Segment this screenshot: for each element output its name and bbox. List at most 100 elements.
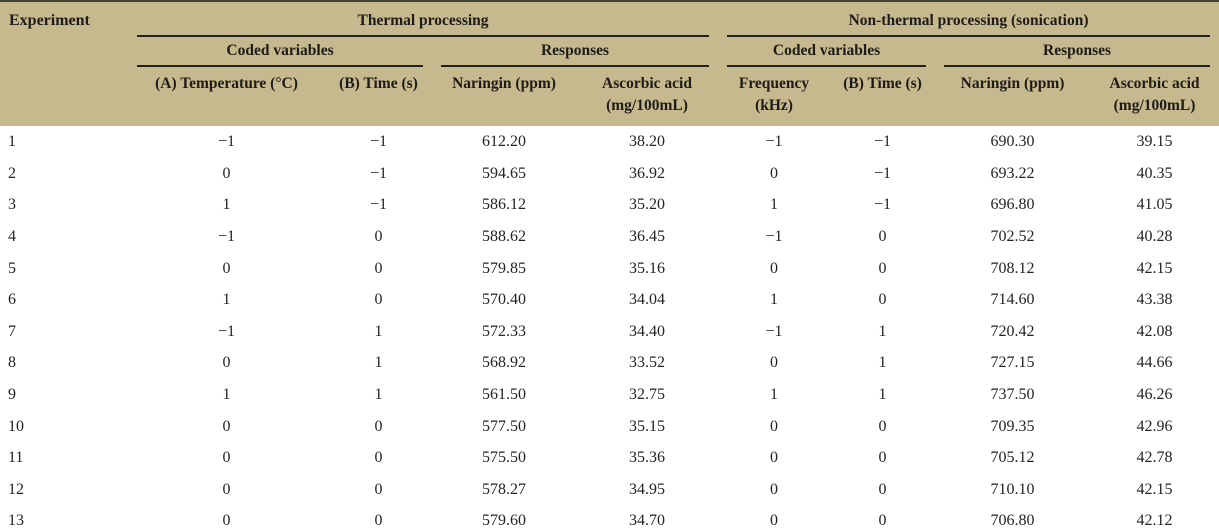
experiment-number-cell: 2 bbox=[8, 164, 16, 182]
column-header-sonication-frequency: Frequency (kHz) bbox=[718, 67, 830, 126]
sonication-ascorbic-cell: 43.38 bbox=[1136, 291, 1173, 309]
sonication-frequency-coded-cell: 0 bbox=[770, 164, 779, 182]
sonication-frequency-coded-cell: 0 bbox=[770, 449, 779, 467]
sonication-naringin-cell: 737.50 bbox=[990, 385, 1035, 403]
sonication-ascorbic-cell: 44.66 bbox=[1136, 354, 1173, 372]
experiment-number-cell: 10 bbox=[8, 417, 24, 435]
sonication-naringin-cell: 709.35 bbox=[990, 417, 1035, 435]
table-row: 4 −1 0 588.62 36.45 −1 0 702.52 40.28 bbox=[0, 221, 1219, 253]
thermal-temperature-coded-cell: 0 bbox=[222, 164, 231, 182]
sonication-ascorbic-cell: 42.96 bbox=[1136, 417, 1173, 435]
thermal-time-coded-cell: 1 bbox=[374, 385, 383, 403]
thermal-temperature-coded-cell: 1 bbox=[222, 385, 231, 403]
thermal-time-coded-cell: 0 bbox=[374, 512, 383, 530]
thermal-ascorbic-cell: 36.45 bbox=[629, 227, 666, 245]
subgroup-header-sonication-coded: Coded variables bbox=[718, 37, 935, 67]
sonication-frequency-coded-cell: 0 bbox=[770, 354, 779, 372]
experiment-number-cell: 8 bbox=[8, 354, 16, 372]
sonication-ascorbic-cell: 40.35 bbox=[1136, 164, 1173, 182]
thermal-temperature-coded-cell: −1 bbox=[217, 133, 236, 151]
group-header-thermal-label: Thermal processing bbox=[137, 2, 710, 37]
subgroup-sonication-responses-label: Responses bbox=[944, 37, 1211, 67]
sonication-frequency-coded-cell: 0 bbox=[770, 480, 779, 498]
sonication-frequency-coded-cell: 0 bbox=[770, 259, 779, 277]
table-row: 2 0 −1 594.65 36.92 0 −1 693.22 40.35 bbox=[0, 158, 1219, 190]
sonication-ascorbic-cell: 46.26 bbox=[1136, 385, 1173, 403]
sonication-time-coded-cell: 0 bbox=[878, 291, 887, 309]
thermal-time-coded-cell: 0 bbox=[374, 259, 383, 277]
thermal-temperature-coded-cell: 0 bbox=[222, 480, 231, 498]
thermal-temperature-coded-cell: −1 bbox=[217, 322, 236, 340]
thermal-ascorbic-cell: 32.75 bbox=[629, 385, 666, 403]
thermal-naringin-cell: 612.20 bbox=[482, 133, 526, 151]
thermal-time-coded-cell: 0 bbox=[374, 417, 383, 435]
column-header-thermal-temperature: (A) Temperature (°C) bbox=[155, 75, 298, 92]
sonication-ascorbic-cell: 40.28 bbox=[1136, 227, 1173, 245]
thermal-time-coded-cell: 0 bbox=[374, 291, 383, 309]
sonication-frequency-coded-cell: 1 bbox=[770, 196, 779, 214]
thermal-naringin-cell: 575.50 bbox=[482, 449, 526, 467]
table-row: 9 1 1 561.50 32.75 1 1 737.50 46.26 bbox=[0, 379, 1219, 411]
thermal-temperature-coded-cell: −1 bbox=[217, 227, 236, 245]
sonication-time-coded-cell: 0 bbox=[878, 512, 887, 530]
sonication-naringin-cell: 693.22 bbox=[990, 164, 1035, 182]
table-row: 7 −1 1 572.33 34.40 −1 1 720.42 42.08 bbox=[0, 316, 1219, 348]
column-header-experiment: Experiment bbox=[9, 12, 90, 29]
subgroup-thermal-coded-label: Coded variables bbox=[137, 37, 423, 67]
thermal-temperature-coded-cell: 0 bbox=[222, 354, 231, 372]
thermal-ascorbic-cell: 38.20 bbox=[629, 133, 666, 151]
thermal-ascorbic-cell: 33.52 bbox=[629, 354, 666, 372]
thermal-temperature-coded-cell: 0 bbox=[222, 417, 231, 435]
thermal-naringin-cell: 561.50 bbox=[482, 385, 526, 403]
thermal-ascorbic-cell: 34.04 bbox=[629, 291, 666, 309]
sonication-time-coded-cell: 0 bbox=[878, 417, 887, 435]
thermal-temperature-coded-cell: 1 bbox=[222, 291, 231, 309]
subgroup-header-thermal-responses: Responses bbox=[432, 37, 718, 67]
sonication-ascorbic-cell: 42.15 bbox=[1136, 259, 1173, 277]
thermal-ascorbic-cell: 35.16 bbox=[629, 259, 666, 277]
table-row: 8 0 1 568.92 33.52 0 1 727.15 44.66 bbox=[0, 348, 1219, 380]
table-row: 1 −1 −1 612.20 38.20 −1 −1 690.30 39.15 bbox=[0, 126, 1219, 158]
sonication-naringin-cell: 710.10 bbox=[990, 480, 1035, 498]
table-row: 13 0 0 579.60 34.70 0 0 706.80 42.12 bbox=[0, 506, 1219, 531]
sonication-ascorbic-cell: 42.78 bbox=[1136, 449, 1173, 467]
experiment-number-cell: 12 bbox=[8, 480, 24, 498]
thermal-ascorbic-cell: 34.95 bbox=[629, 480, 666, 498]
column-header-sonication-ascorbic-line1: Ascorbic acid bbox=[1109, 75, 1200, 92]
sonication-ascorbic-cell: 42.08 bbox=[1136, 322, 1173, 340]
thermal-temperature-coded-cell: 1 bbox=[222, 196, 231, 214]
column-header-thermal-ascorbic-line1: Ascorbic acid bbox=[602, 75, 692, 92]
sonication-frequency-coded-cell: −1 bbox=[765, 322, 783, 340]
sonication-ascorbic-cell: 42.15 bbox=[1136, 480, 1173, 498]
thermal-naringin-cell: 572.33 bbox=[482, 322, 526, 340]
sonication-naringin-cell: 720.42 bbox=[990, 322, 1035, 340]
column-header-sonication-ascorbic: Ascorbic acid (mg/100mL) bbox=[1090, 67, 1219, 126]
sonication-time-coded-cell: 1 bbox=[878, 354, 887, 372]
column-header-thermal-ascorbic: Ascorbic acid (mg/100mL) bbox=[576, 67, 718, 126]
subgroup-header-sonication-responses: Responses bbox=[935, 37, 1219, 67]
column-header-sonication-time: (B) Time (s) bbox=[843, 75, 922, 92]
thermal-naringin-cell: 588.62 bbox=[482, 227, 526, 245]
sonication-frequency-coded-cell: 0 bbox=[770, 512, 779, 530]
table-header: Experiment Thermal processing Non-therma… bbox=[0, 1, 1219, 127]
column-header-sonication-frequency-line1: Frequency bbox=[738, 75, 810, 92]
experiment-number-cell: 13 bbox=[8, 512, 24, 530]
experiment-number-cell: 1 bbox=[8, 133, 16, 151]
sonication-ascorbic-cell: 41.05 bbox=[1136, 196, 1173, 214]
sonication-time-coded-cell: 0 bbox=[878, 227, 887, 245]
group-header-nonthermal: Non-thermal processing (sonication) bbox=[718, 1, 1219, 37]
sonication-ascorbic-cell: 39.15 bbox=[1136, 133, 1173, 151]
table-row: 5 0 0 579.85 35.16 0 0 708.12 42.15 bbox=[0, 253, 1219, 285]
thermal-time-coded-cell: 0 bbox=[374, 449, 383, 467]
experiment-number-cell: 11 bbox=[8, 449, 24, 467]
sonication-naringin-cell: 702.52 bbox=[990, 227, 1035, 245]
sonication-naringin-cell: 714.60 bbox=[990, 291, 1035, 309]
column-header-thermal-ascorbic-line2: (mg/100mL) bbox=[606, 96, 688, 114]
thermal-naringin-cell: 579.85 bbox=[482, 259, 526, 277]
table-row: 3 1 −1 586.12 35.20 1 −1 696.80 41.05 bbox=[0, 190, 1219, 222]
subgroup-header-thermal-coded: Coded variables bbox=[128, 37, 432, 67]
sonication-time-coded-cell: 0 bbox=[878, 449, 887, 467]
sonication-time-coded-cell: −1 bbox=[874, 196, 892, 214]
sonication-naringin-cell: 696.80 bbox=[990, 196, 1035, 214]
thermal-time-coded-cell: −1 bbox=[369, 164, 388, 182]
